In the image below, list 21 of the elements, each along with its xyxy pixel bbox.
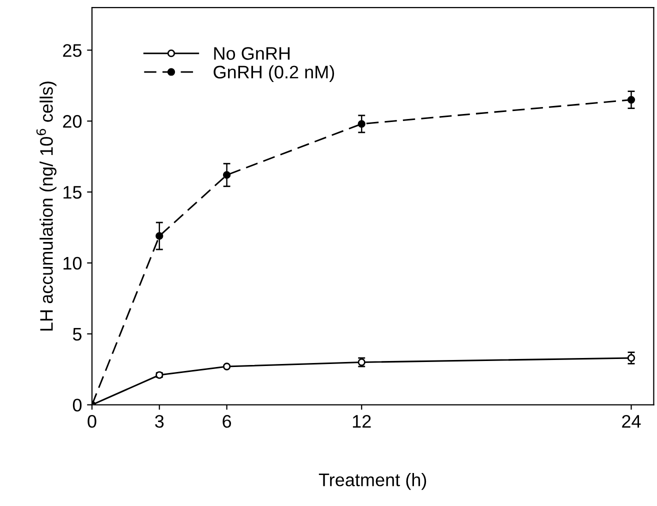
x-tick-label: 12	[352, 415, 371, 428]
point	[222, 362, 231, 370]
y-axis-title: LH accumulation (ng/ 10$^{6}$ cells)	[36, 82, 56, 331]
legend-label: No GnRH	[214, 47, 290, 60]
legend-label: GnRH (0.2 nM)	[214, 65, 334, 82]
y-tick-label: 10	[64, 256, 82, 270]
x-tick-label: 24	[622, 415, 641, 428]
point	[627, 354, 636, 362]
y-tick-label: 20	[63, 115, 82, 128]
point	[156, 232, 164, 240]
x-axis-title: Treatment (h)	[318, 473, 426, 490]
point	[222, 171, 231, 179]
point	[627, 96, 636, 104]
x-tick-label: 6	[222, 415, 232, 428]
y-tick-label: 25	[63, 44, 82, 57]
y-tick-label: 0	[72, 398, 82, 412]
point	[358, 120, 366, 128]
x-tick-label: 3	[155, 415, 164, 428]
x-tick-label: 0	[88, 415, 96, 428]
y-tick-label: 15	[64, 186, 82, 199]
y-tick-label: 5	[72, 328, 82, 341]
